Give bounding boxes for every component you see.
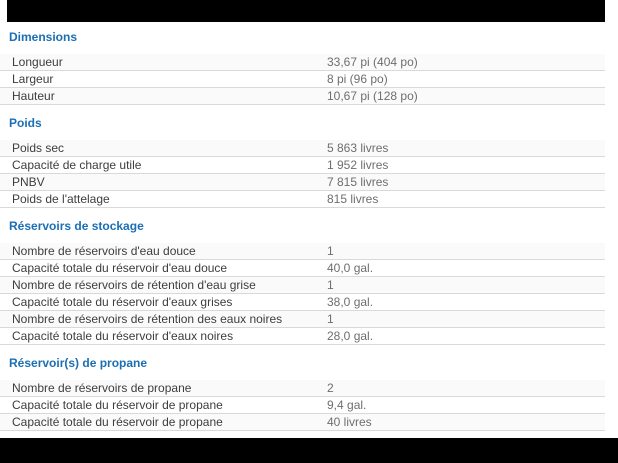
spec-row-value: 9,4 gal. [327, 398, 367, 412]
spec-row: Largeur 8 pi (96 po) [0, 71, 605, 88]
spec-row: Poids de l'attelage 815 livres [0, 191, 605, 208]
spec-row-value: 7 815 livres [327, 175, 389, 189]
spec-section-2: Poids Poids sec 5 863 livres Capacité de… [0, 116, 605, 208]
spec-row-label: Capacité totale du réservoir d'eau douce [12, 261, 228, 275]
spec-section-title: Poids [9, 116, 42, 130]
spec-row-label: Capacité totale du réservoir d'eaux noir… [12, 329, 234, 343]
spec-row-label: Poids sec [12, 141, 65, 155]
spec-section-rows: Nombre de réservoirs de propane 2 Capaci… [0, 380, 605, 431]
spec-row: Poids sec 5 863 livres [0, 140, 605, 157]
spec-row-value: 33,67 pi (404 po) [327, 55, 418, 69]
spec-section-title: Réservoir(s) de propane [9, 356, 148, 370]
spec-row-value: 815 livres [327, 192, 379, 206]
spec-section-title: Dimensions [9, 30, 78, 44]
spec-row-label: Capacité totale du réservoir de propane [12, 398, 223, 412]
spec-section-1: Dimensions Longueur 33,67 pi (404 po) La… [0, 30, 605, 105]
spec-row-value: 2 [327, 381, 334, 395]
spec-row: Nombre de réservoirs de propane 2 [0, 380, 605, 397]
spec-row-label: Nombre de réservoirs de rétention d'eau … [12, 278, 256, 292]
spec-row-value: 40 livres [327, 415, 372, 429]
spec-row-value: 28,0 gal. [327, 329, 374, 343]
spec-row: Capacité totale du réservoir d'eau douce… [0, 260, 605, 277]
spec-row: Nombre de réservoirs de rétention d'eau … [0, 277, 605, 294]
spec-row: Capacité de charge utile 1 952 livres [0, 157, 605, 174]
spec-row-value: 1 [327, 312, 334, 326]
spec-row-value: 8 pi (96 po) [327, 72, 388, 86]
spec-section-title: Réservoirs de stockage [9, 219, 144, 233]
spec-row-label: Nombre de réservoirs d'eau douce [12, 244, 196, 258]
spec-row: Longueur 33,67 pi (404 po) [0, 54, 605, 71]
spec-section-3: Réservoirs de stockage Nombre de réservo… [0, 219, 605, 345]
spec-row-value: 40,0 gal. [327, 261, 374, 275]
spec-row-value: 5 863 livres [327, 141, 389, 155]
spec-row-label: Longueur [12, 55, 63, 69]
spec-row: Nombre de réservoirs d'eau douce 1 [0, 243, 605, 260]
spec-row-label: Poids de l'attelage [12, 192, 110, 206]
spec-row-value: 1 952 livres [327, 158, 389, 172]
spec-row: Hauteur 10,67 pi (128 po) [0, 88, 605, 105]
spec-row-label: Capacité totale du réservoir d'eaux gris… [12, 295, 233, 309]
spec-row-label: Capacité totale du réservoir de propane [12, 415, 223, 429]
spec-row-label: Nombre de réservoirs de propane [12, 381, 192, 395]
spec-row-value: 1 [327, 244, 334, 258]
spec-section-rows: Poids sec 5 863 livres Capacité de charg… [0, 140, 605, 208]
spec-row-value: 1 [327, 278, 334, 292]
spec-row-label: Nombre de réservoirs de rétention des ea… [12, 312, 283, 326]
top-black-banner [7, 0, 605, 22]
specifications-table: Dimensions Longueur 33,67 pi (404 po) La… [0, 22, 605, 431]
spec-section-rows: Longueur 33,67 pi (404 po) Largeur 8 pi … [0, 54, 605, 105]
spec-row-value: 10,67 pi (128 po) [327, 89, 418, 103]
spec-row-label: Capacité de charge utile [12, 158, 142, 172]
spec-row: Capacité totale du réservoir de propane … [0, 414, 605, 431]
spec-row-value: 38,0 gal. [327, 295, 374, 309]
spec-row: Capacité totale du réservoir de propane … [0, 397, 605, 414]
spec-row: Capacité totale du réservoir d'eaux noir… [0, 328, 605, 345]
spec-row-label: PNBV [12, 175, 45, 189]
spec-row: Capacité totale du réservoir d'eaux gris… [0, 294, 605, 311]
spec-row-label: Hauteur [12, 89, 55, 103]
spec-section-4: Réservoir(s) de propane Nombre de réserv… [0, 356, 605, 431]
spec-row: PNBV 7 815 livres [0, 174, 605, 191]
spec-row-label: Largeur [12, 72, 54, 86]
bottom-black-bar [0, 438, 618, 463]
spec-row: Nombre de réservoirs de rétention des ea… [0, 311, 605, 328]
spec-section-rows: Nombre de réservoirs d'eau douce 1 Capac… [0, 243, 605, 345]
